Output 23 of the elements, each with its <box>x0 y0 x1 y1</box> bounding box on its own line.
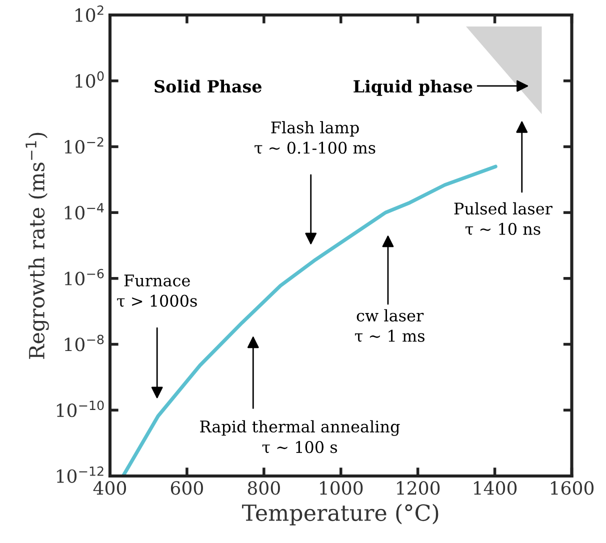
y-tick-label: 10$^{−10}$ <box>56 400 104 418</box>
annotation: Liquid phase <box>354 80 472 96</box>
annotation: Furnace τ > 1000s <box>117 274 197 307</box>
x-tick-label: 800 <box>248 481 280 495</box>
annotation: cw laser τ ~ 1 ms <box>354 309 424 342</box>
y-axis-title: Regrowth rate (ms$^{−1}$) <box>26 132 49 359</box>
x-tick-label: 1200 <box>397 481 440 495</box>
y-tick-label: 10$^{−4}$ <box>64 203 104 220</box>
annotation: Rapid thermal annealing τ ~ 100 s <box>200 420 400 454</box>
x-tick-label: 600 <box>170 481 203 495</box>
y-tick-label: 10$^{−6}$ <box>64 268 104 286</box>
x-tick-label: 400 <box>93 481 126 495</box>
y-tick-label: 10$^{−8}$ <box>64 334 104 352</box>
x-tick-label: 1000 <box>320 481 363 495</box>
annotation: Flash lamp τ ~ 0.1-100 ms <box>254 121 376 154</box>
annotation: Solid Phase <box>154 80 262 93</box>
x-axis-title: Temperature (°C) <box>242 504 438 526</box>
annotation: Pulsed laser τ ~ 10 ns <box>454 202 552 235</box>
y-tick-label: 10$^{2}$ <box>76 5 104 22</box>
y-tick-label: 10$^{0}$ <box>76 71 104 88</box>
y-tick-label: 10$^{−2}$ <box>64 137 104 154</box>
x-tick-label: 1400 <box>474 481 517 495</box>
x-tick-label: 1600 <box>550 481 594 495</box>
